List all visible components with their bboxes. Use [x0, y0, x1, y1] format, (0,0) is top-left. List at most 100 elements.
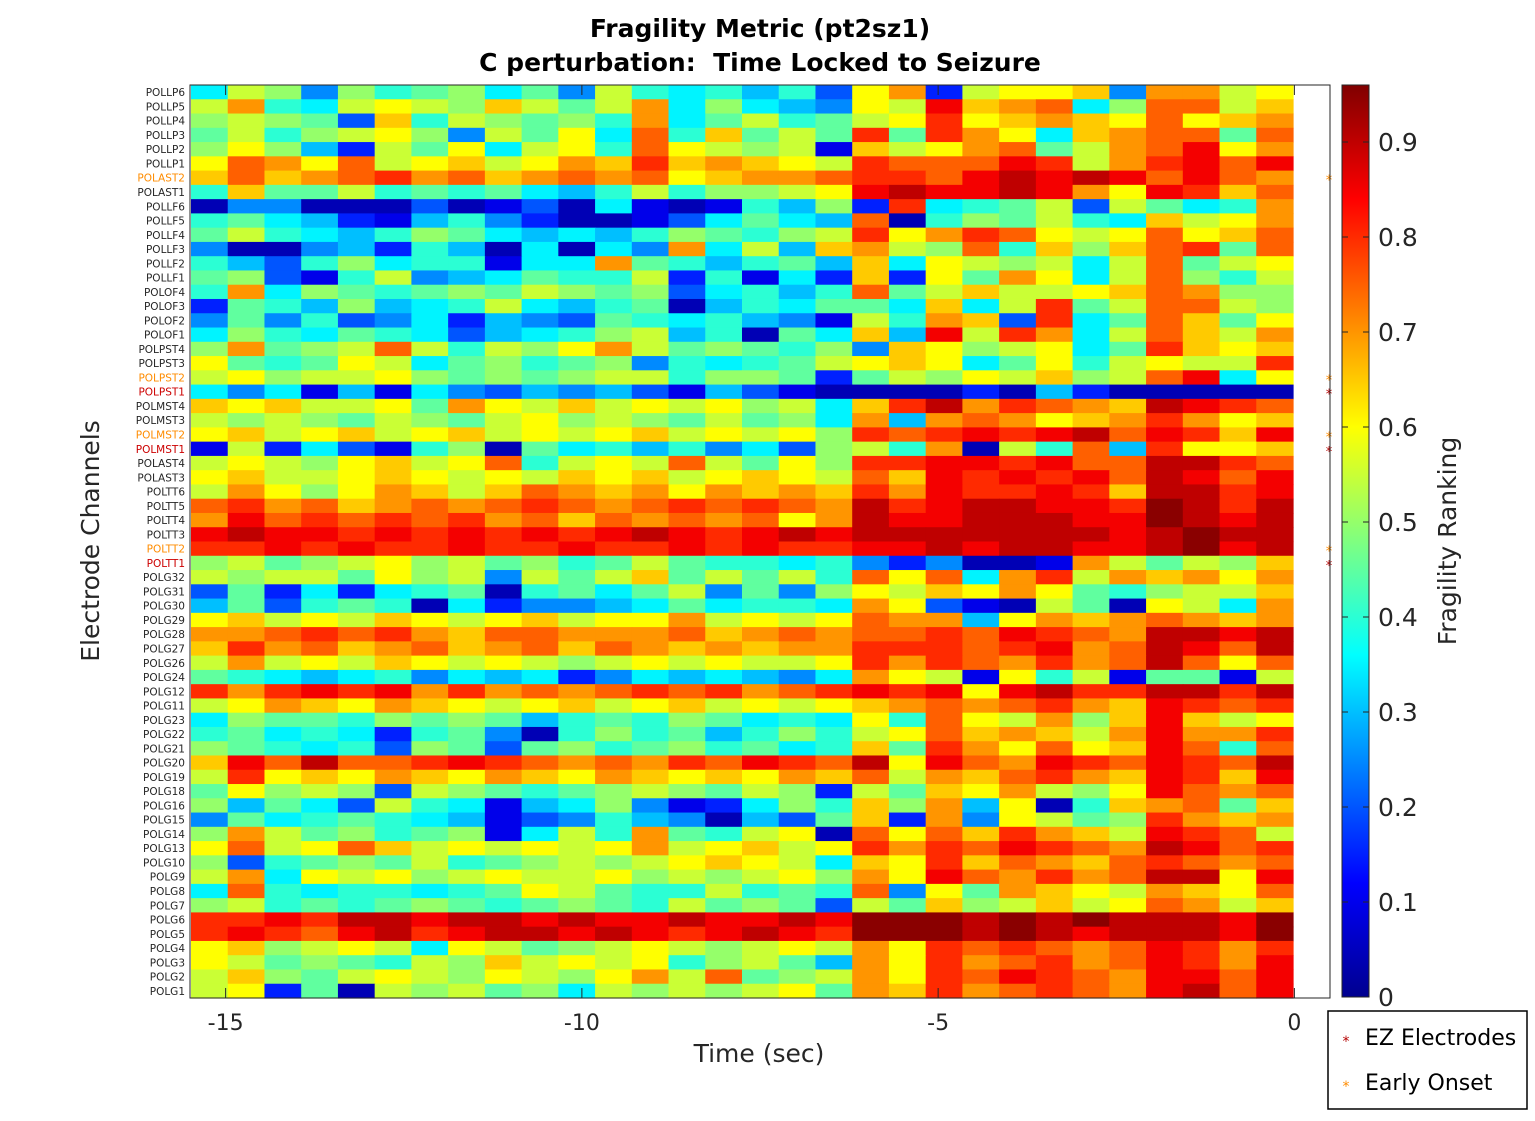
heatmap-cell [595, 370, 633, 386]
heatmap-cell [999, 184, 1037, 200]
heatmap-cell [742, 655, 780, 671]
heatmap-cell [264, 498, 302, 514]
heatmap-cell [1219, 199, 1257, 214]
heatmap-cell [742, 99, 780, 115]
heatmap-cell [1072, 755, 1110, 771]
heatmap-cell [1035, 940, 1074, 956]
heatmap-cell [227, 955, 266, 971]
heatmap-cell [374, 298, 412, 314]
heatmap-cell [558, 227, 596, 243]
heatmap-cell [778, 455, 817, 471]
heatmap-cell [191, 85, 229, 100]
heatmap-cell [962, 898, 1000, 914]
heatmap-cell [448, 512, 486, 528]
heatmap-cell [374, 855, 412, 871]
heatmap-cell [411, 898, 449, 914]
heatmap-cell [999, 612, 1037, 628]
heatmap-cell [631, 584, 670, 600]
heatmap-cell [1256, 427, 1294, 443]
heatmap-cell [1109, 655, 1147, 671]
colorbar-tick-label: 0.7 [1378, 318, 1418, 347]
heatmap-cell [448, 199, 486, 214]
heatmap-cell [337, 484, 376, 500]
heatmap-cell [1109, 969, 1147, 985]
heatmap-cell [778, 527, 817, 543]
heatmap-cell [962, 684, 1000, 700]
x-axis-ticks: -15 -10 -5 0 [208, 85, 1301, 1036]
heatmap-cell [337, 541, 376, 557]
heatmap-cell [778, 270, 817, 286]
heatmap-cell [852, 227, 890, 243]
heatmap-cell [1256, 555, 1294, 571]
heatmap-cell [1035, 527, 1074, 543]
heatmap-cell [925, 755, 963, 771]
heatmap-cell [227, 413, 266, 428]
heatmap-cell [742, 983, 780, 999]
heatmap-cell [595, 127, 633, 143]
heatmap-cell [595, 570, 633, 585]
heatmap-cell [411, 726, 449, 742]
heatmap-cell [1256, 855, 1294, 871]
heatmap-cell [484, 384, 523, 400]
heatmap-cell [227, 384, 266, 400]
heatmap-cell [264, 784, 302, 799]
heatmap-cell [595, 698, 633, 714]
heatmap-cell [888, 570, 927, 585]
heatmap-cell [484, 99, 523, 115]
heatmap-cell [1219, 241, 1257, 257]
heatmap-cell [227, 826, 266, 842]
heatmap-cell [962, 726, 1000, 742]
heatmap-cell [1219, 755, 1257, 771]
heatmap-cell [1219, 484, 1257, 500]
heatmap-cell [264, 184, 302, 200]
heatmap-cell [484, 270, 523, 286]
heatmap-cell [264, 341, 302, 357]
channel-label: POLPST1 [138, 387, 185, 399]
heatmap-cell [521, 498, 559, 514]
heatmap-cell [925, 612, 963, 628]
heatmap-cell [778, 370, 817, 386]
heatmap-cell [852, 327, 890, 343]
heatmap-cell [448, 769, 486, 785]
heatmap-cell [484, 455, 523, 471]
heatmap-cell [631, 127, 670, 143]
channel-label: POLG27 [143, 643, 185, 655]
heatmap-cell [888, 826, 927, 842]
heatmap-cell [374, 755, 412, 771]
heatmap-cell [484, 127, 523, 143]
heatmap-cell [264, 142, 302, 157]
heatmap-cell [227, 541, 266, 557]
heatmap-cell [1109, 384, 1147, 400]
heatmap-cell [1035, 855, 1074, 871]
heatmap-cell [301, 726, 339, 742]
heatmap-cell [337, 156, 376, 172]
heatmap-cell [742, 741, 780, 757]
heatmap-cell [925, 199, 963, 214]
heatmap-cell [301, 284, 339, 300]
heatmap-cell [705, 712, 743, 728]
colorbar-ticks: 00.10.20.30.40.50.60.70.80.9 [1342, 128, 1418, 1012]
heatmap-cell [595, 826, 633, 842]
heatmap-cell [521, 370, 559, 386]
heatmap-cell [852, 755, 890, 771]
heatmap-cell [484, 655, 523, 671]
heatmap-cell [337, 227, 376, 243]
heatmap-cell [705, 926, 743, 942]
heatmap-cell [925, 498, 963, 514]
heatmap-cell [227, 769, 266, 785]
heatmap-cell [337, 855, 376, 871]
heatmap-cell [411, 570, 449, 585]
heatmap-cell [631, 912, 670, 928]
heatmap-cell [999, 769, 1037, 785]
heatmap-cell [337, 199, 376, 214]
heatmap-cell [815, 555, 853, 571]
heatmap-cell [1256, 213, 1294, 229]
heatmap-cell [1219, 712, 1257, 728]
heatmap-cell [484, 142, 523, 157]
heatmap-cell [448, 969, 486, 985]
heatmap-cell [705, 227, 743, 243]
channel-label: POLG29 [143, 615, 185, 627]
heatmap-cell [778, 384, 817, 400]
heatmap-cell [815, 498, 853, 514]
heatmap-cell [852, 113, 890, 129]
